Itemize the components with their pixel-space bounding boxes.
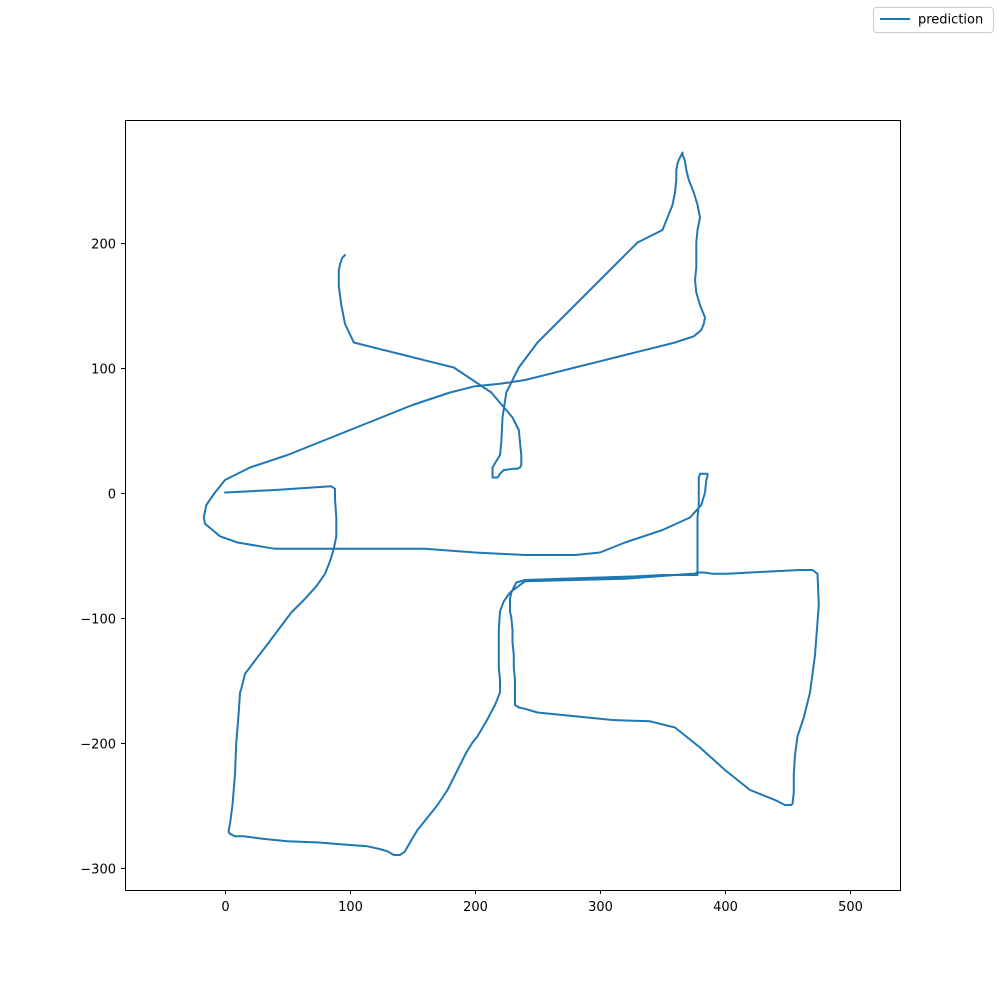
x-tick-label: 400	[713, 900, 738, 915]
x-tick-label: 200	[463, 900, 488, 915]
y-tick-label: 100	[91, 363, 116, 378]
axis-ticks: 0 100 200 300 400 500 −300 −200 −100 0 100 200	[80, 238, 863, 916]
x-tick-label: 300	[588, 900, 613, 915]
x-tick-label: 500	[838, 900, 863, 915]
x-tick-label: 0	[221, 900, 229, 915]
series-layer	[202, 151, 820, 856]
y-tick-label: −200	[80, 738, 116, 753]
legend-label-prediction: prediction	[918, 13, 983, 28]
y-tick-label: 0	[108, 488, 116, 503]
y-tick-label: −100	[80, 613, 116, 628]
plot-area-frame	[125, 120, 901, 891]
x-tick-label: 100	[338, 900, 363, 915]
y-tick-label: −300	[80, 863, 116, 878]
series-line-prediction	[202, 151, 820, 856]
legend-box	[873, 7, 994, 33]
legend: prediction	[873, 7, 994, 33]
y-tick-label: 200	[91, 238, 116, 253]
